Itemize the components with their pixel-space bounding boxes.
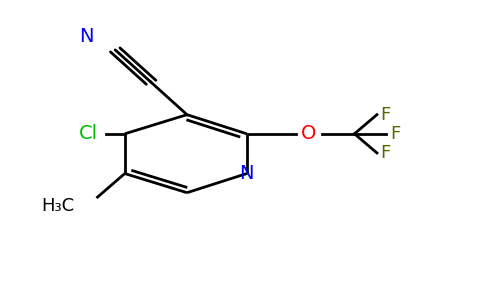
Text: O: O: [302, 124, 317, 143]
Text: Cl: Cl: [78, 124, 97, 143]
Text: N: N: [240, 164, 254, 183]
Text: F: F: [390, 125, 400, 143]
Text: F: F: [380, 106, 391, 124]
Text: F: F: [380, 144, 391, 162]
Text: N: N: [79, 27, 94, 46]
Text: H₃C: H₃C: [41, 197, 75, 215]
